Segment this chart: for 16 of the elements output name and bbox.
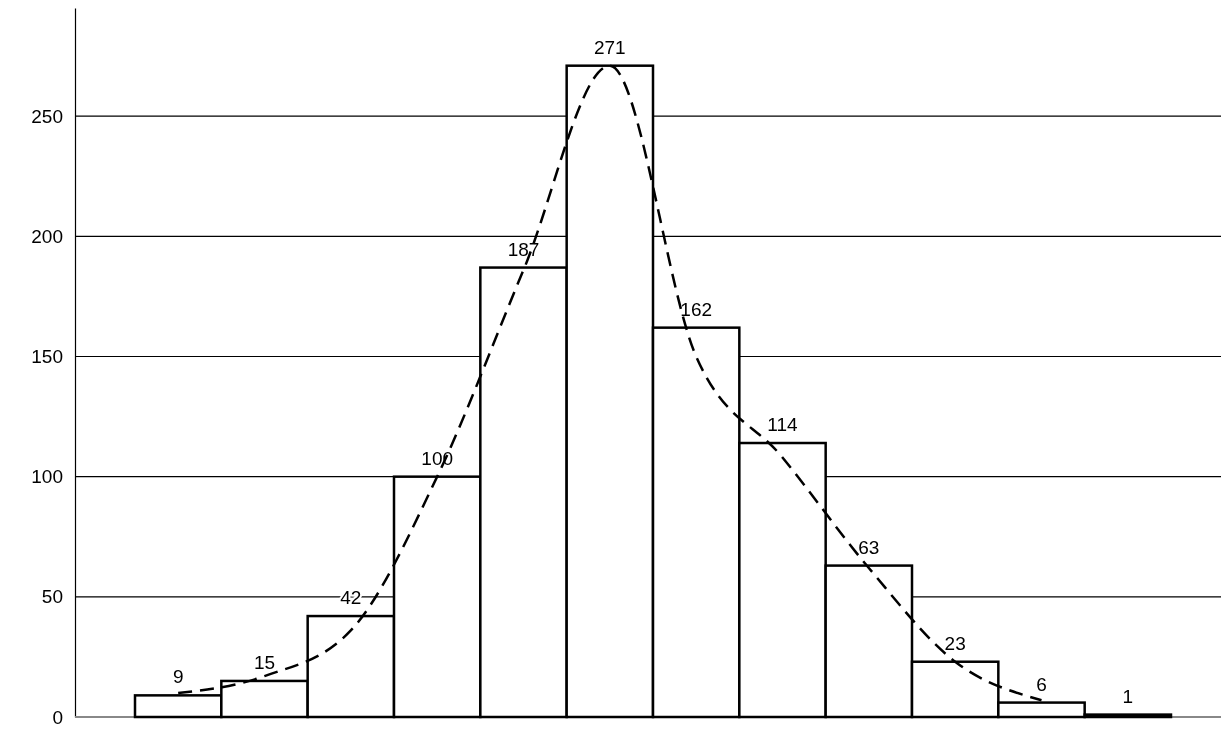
y-tick-label: 150 [31,346,63,368]
data-label: 271 [593,36,626,58]
data-label: 15 [253,651,276,673]
y-tick-label: 200 [31,225,63,247]
data-label: 162 [680,298,713,320]
data-label: 9 [172,666,184,688]
y-tick-label: 100 [31,466,63,488]
y-tick-label: 50 [41,586,63,608]
data-label: 63 [858,536,880,558]
data-label: 1 [1122,685,1134,707]
data-label: 6 [1036,673,1047,695]
y-tick-label: 250 [31,105,63,127]
data-label: 114 [767,414,799,436]
data-label: 187 [507,238,540,260]
y-tick-label: 0 [52,706,63,728]
data-label: 23 [944,632,966,654]
